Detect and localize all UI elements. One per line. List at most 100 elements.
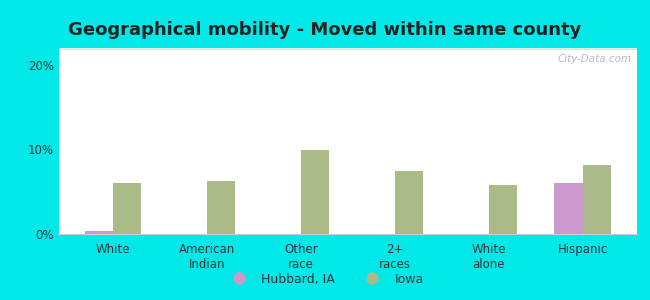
Bar <box>58 48 637 49</box>
Bar <box>58 49 637 50</box>
Bar <box>58 49 637 50</box>
Bar <box>58 48 637 49</box>
Bar <box>58 49 637 50</box>
Bar <box>58 49 637 50</box>
Bar <box>58 48 637 49</box>
Bar <box>58 48 637 49</box>
Bar <box>58 49 637 50</box>
Bar <box>58 48 637 49</box>
Bar <box>58 49 637 50</box>
Bar <box>58 48 637 49</box>
Bar <box>58 49 637 50</box>
Bar <box>58 49 637 50</box>
Bar <box>58 49 637 50</box>
Bar <box>58 48 637 49</box>
Bar <box>58 48 637 49</box>
Bar <box>395 171 423 234</box>
Bar <box>58 49 637 50</box>
Bar <box>58 48 637 49</box>
Bar <box>58 49 637 50</box>
Bar <box>58 49 637 50</box>
Bar <box>58 48 637 49</box>
Bar <box>58 49 637 50</box>
Bar <box>58 49 637 50</box>
Bar <box>58 49 637 50</box>
Bar <box>58 48 637 49</box>
Bar <box>58 48 637 49</box>
Bar <box>58 48 637 49</box>
Bar <box>58 49 637 50</box>
Bar <box>58 48 637 49</box>
Bar <box>58 49 637 50</box>
Bar <box>58 49 637 50</box>
Bar <box>58 48 637 49</box>
Bar <box>58 49 637 50</box>
Bar <box>58 49 637 50</box>
Bar <box>58 49 637 50</box>
Bar <box>58 49 637 50</box>
Bar <box>58 48 637 49</box>
Bar <box>58 48 637 49</box>
Bar <box>58 49 637 50</box>
Bar <box>58 49 637 50</box>
Bar <box>58 49 637 50</box>
Bar <box>58 48 637 49</box>
Bar <box>58 49 637 50</box>
Bar <box>58 49 637 50</box>
Bar <box>58 49 637 50</box>
Bar <box>58 49 637 50</box>
Bar <box>58 49 637 50</box>
Bar <box>58 49 637 50</box>
Bar <box>58 48 637 49</box>
Bar <box>58 49 637 50</box>
Bar <box>58 48 637 49</box>
Bar <box>58 49 637 50</box>
Bar <box>58 49 637 50</box>
Bar <box>58 49 637 50</box>
Bar <box>58 48 637 49</box>
Bar <box>58 48 637 49</box>
Bar <box>58 48 637 49</box>
Bar <box>58 49 637 50</box>
Bar <box>58 48 637 49</box>
Bar <box>58 48 637 49</box>
Bar <box>58 48 637 49</box>
Bar <box>58 49 637 50</box>
Bar <box>58 49 637 50</box>
Bar <box>58 48 637 50</box>
Bar <box>58 48 637 49</box>
Bar <box>58 49 637 50</box>
Bar <box>113 183 141 234</box>
Bar <box>58 48 637 49</box>
Bar <box>58 48 637 49</box>
Bar <box>58 48 637 49</box>
Bar <box>58 49 637 50</box>
Bar <box>58 49 637 50</box>
Bar <box>58 48 637 49</box>
Bar <box>58 48 637 49</box>
Bar <box>58 49 637 50</box>
Bar <box>58 49 637 50</box>
Bar <box>58 49 637 50</box>
Bar <box>58 48 637 49</box>
Bar <box>58 49 637 50</box>
Bar <box>58 49 637 50</box>
Bar <box>58 48 637 49</box>
Bar <box>58 48 637 49</box>
Bar <box>58 48 637 49</box>
Bar <box>58 48 637 49</box>
Bar <box>58 48 637 49</box>
Bar <box>58 49 637 50</box>
Bar <box>58 48 637 49</box>
Bar <box>58 48 637 49</box>
Bar <box>58 48 637 49</box>
Bar <box>58 48 637 49</box>
Bar <box>58 48 637 50</box>
Bar <box>84 232 113 234</box>
Bar <box>58 49 637 50</box>
Bar <box>58 48 637 49</box>
Bar <box>58 49 637 50</box>
Bar <box>58 49 637 50</box>
Bar <box>58 48 637 49</box>
Bar <box>58 48 637 50</box>
